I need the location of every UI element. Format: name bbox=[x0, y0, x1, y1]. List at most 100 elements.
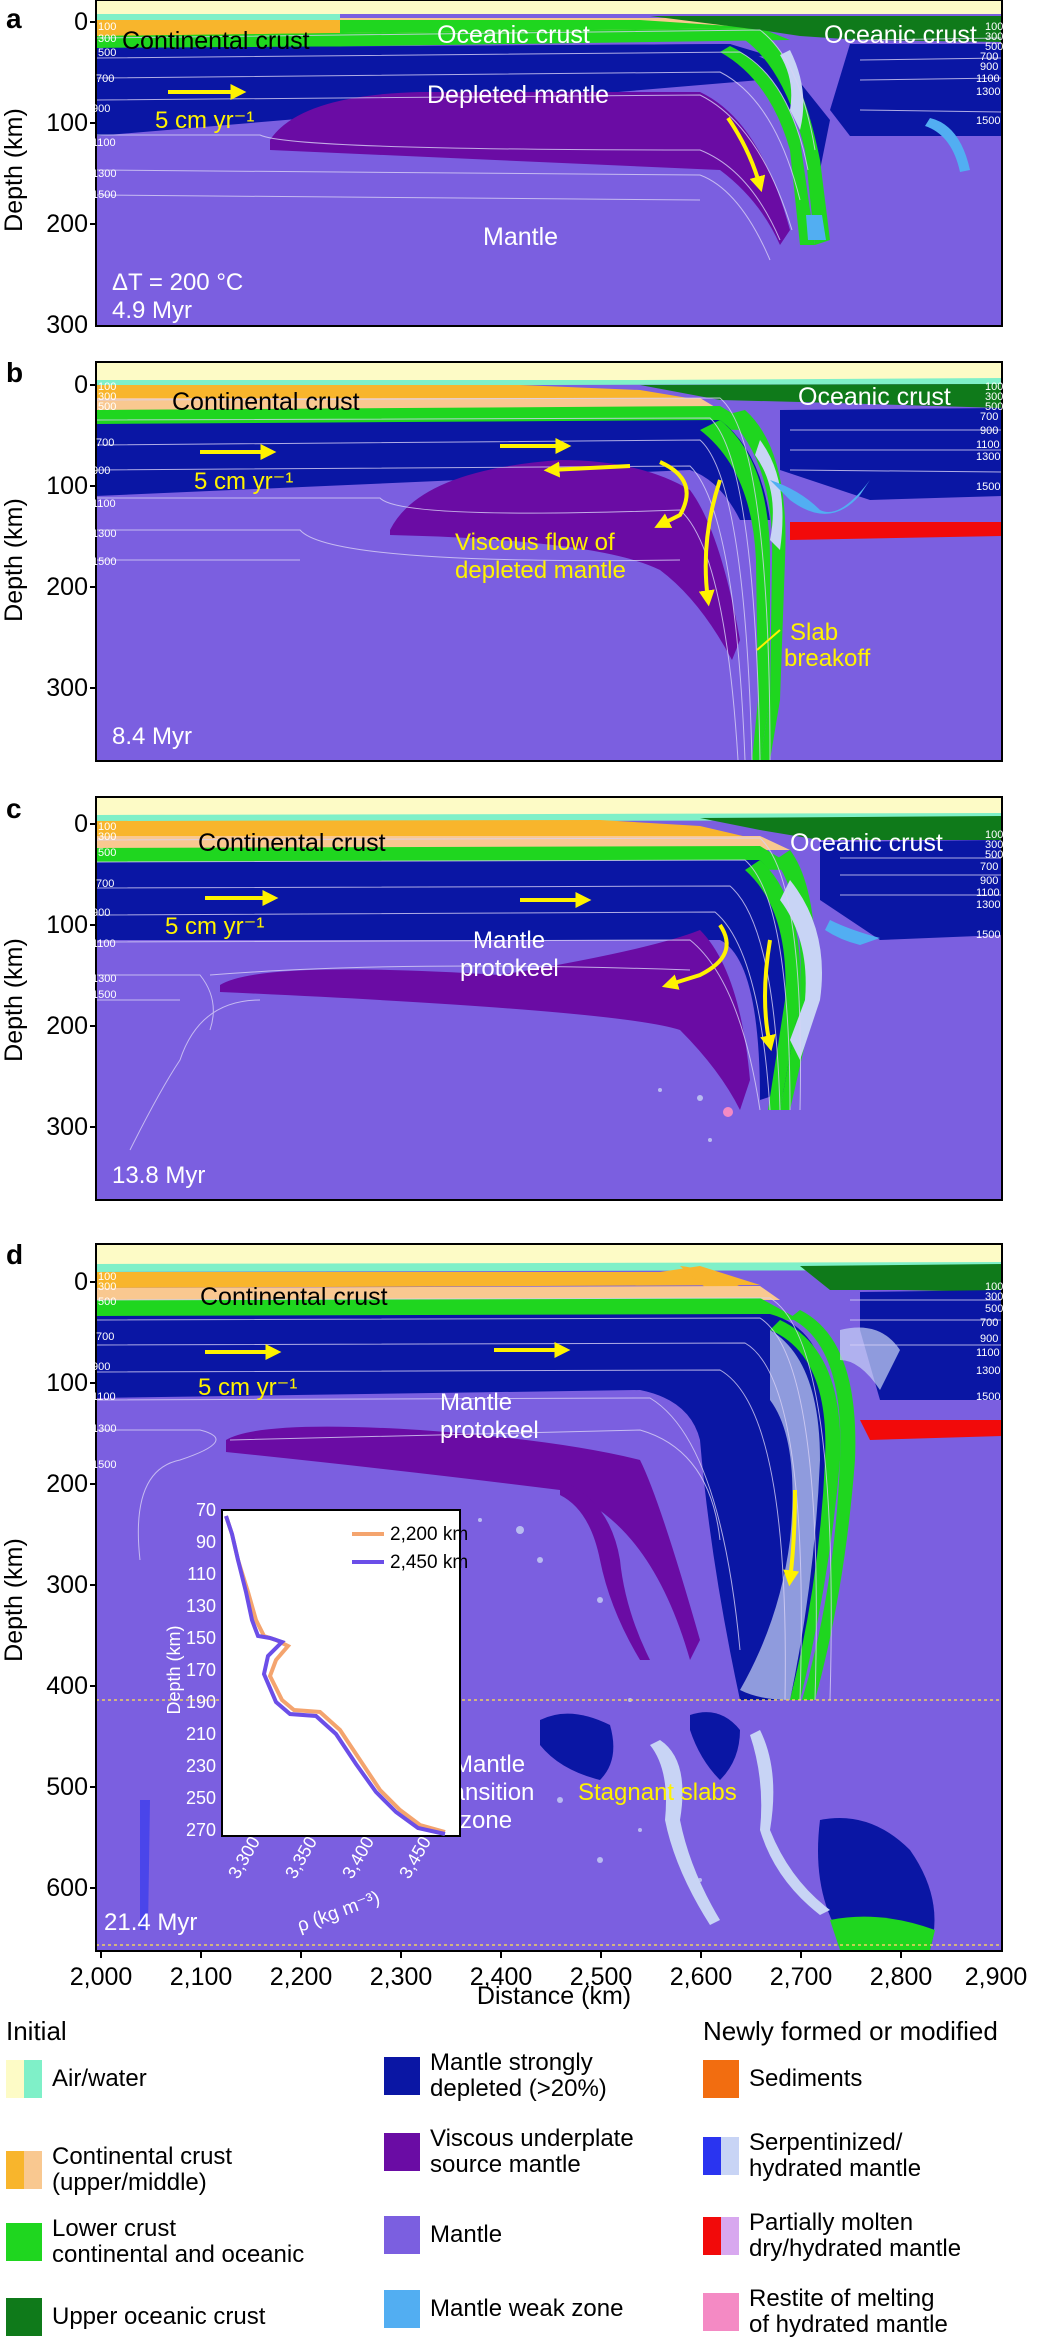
svg-text:500: 500 bbox=[985, 849, 1003, 861]
svg-text:700: 700 bbox=[980, 861, 998, 873]
legend-item-air-water: Air/water bbox=[6, 2060, 147, 2098]
svg-text:1500: 1500 bbox=[976, 115, 1000, 127]
svg-text:100: 100 bbox=[985, 829, 1003, 841]
svg-text:2,200: 2,200 bbox=[270, 1963, 333, 1991]
label-transition-zone: Mantle bbox=[453, 1751, 525, 1778]
svg-text:1500: 1500 bbox=[976, 929, 1000, 941]
inset-legend-label: 2,200 km bbox=[390, 1524, 468, 1545]
svg-text:500: 500 bbox=[985, 41, 1003, 53]
svg-text:1100: 1100 bbox=[976, 887, 1000, 899]
legend-item-continental-crust: Continental crust (upper/middle) bbox=[6, 2144, 232, 2196]
svg-text:300: 300 bbox=[985, 839, 1003, 851]
svg-text:100: 100 bbox=[985, 21, 1003, 33]
svg-text:210: 210 bbox=[186, 1724, 216, 1744]
svg-text:900: 900 bbox=[92, 465, 110, 477]
legend-item-viscous-underplate: Viscous underplate source mantle bbox=[384, 2126, 634, 2178]
legend: Initial Newly formed or modified Air/wat… bbox=[0, 2010, 1039, 2350]
svg-text:2,300: 2,300 bbox=[370, 1963, 433, 1991]
label-velocity: 5 cm yr⁻¹ bbox=[198, 1374, 297, 1401]
svg-text:700: 700 bbox=[980, 411, 998, 423]
svg-text:170: 170 bbox=[186, 1660, 216, 1680]
density-profile-2450 bbox=[224, 1515, 446, 1836]
legend-item-restite: Restite of melting of hydrated mantle bbox=[703, 2286, 948, 2338]
svg-text:110: 110 bbox=[187, 1564, 216, 1584]
svg-text:1100: 1100 bbox=[92, 1391, 116, 1403]
label-protokeel: Mantle bbox=[473, 927, 545, 954]
panel-a: 100 300 500 700 900 1100 1300 1500 100 3… bbox=[0, 0, 1003, 339]
partially-molten-mantle bbox=[790, 522, 1002, 540]
svg-text:700: 700 bbox=[980, 1317, 998, 1329]
svg-text:2,100: 2,100 bbox=[170, 1963, 233, 1991]
inset-legend-label: 2,450 km bbox=[390, 1552, 468, 1573]
flow-arrow bbox=[726, 116, 766, 193]
legend-item-serpentinized: Serpentinized/hydrated mantle bbox=[703, 2130, 921, 2182]
label-depleted-mantle: Depleted mantle bbox=[427, 81, 609, 109]
y-axis-label: Depth (km) bbox=[0, 1538, 28, 1662]
svg-text:1300: 1300 bbox=[92, 1423, 116, 1435]
y-axis-label: Depth (km) bbox=[0, 938, 28, 1062]
svg-text:90: 90 bbox=[196, 1532, 216, 1552]
time-label: 8.4 Myr bbox=[112, 723, 192, 750]
svg-text:900: 900 bbox=[980, 425, 998, 437]
svg-text:300: 300 bbox=[98, 33, 116, 45]
figure: 100 300 500 700 900 1100 1300 1500 100 3… bbox=[0, 0, 1028, 2010]
svg-text:300: 300 bbox=[46, 1571, 88, 1599]
label-continental-crust: Continental crust bbox=[198, 829, 386, 857]
svg-text:300: 300 bbox=[46, 311, 88, 339]
stagnant-slab bbox=[540, 1713, 614, 1780]
svg-text:700: 700 bbox=[96, 878, 114, 890]
svg-text:0: 0 bbox=[74, 1268, 88, 1296]
inset-y-ticks: 70 90 110 130 150 170 190 210 230 250 27… bbox=[186, 1500, 216, 1840]
label-continental-crust: Continental crust bbox=[200, 1283, 388, 1311]
svg-text:1500: 1500 bbox=[92, 189, 116, 201]
svg-text:2,800: 2,800 bbox=[870, 1963, 933, 1991]
svg-text:1500: 1500 bbox=[92, 556, 116, 568]
partially-molten-mantle bbox=[860, 1420, 1002, 1440]
svg-text:100: 100 bbox=[46, 472, 88, 500]
label-viscous-flow: Viscous flow of bbox=[455, 529, 615, 556]
svg-text:2,500: 2,500 bbox=[570, 1963, 633, 1991]
x-axis-ticks: 2,000 2,100 2,200 2,300 2,400 2,500 2,60… bbox=[70, 1963, 1028, 1991]
svg-text:270: 270 bbox=[186, 1820, 216, 1840]
svg-text:2,600: 2,600 bbox=[670, 1963, 733, 1991]
svg-text:500: 500 bbox=[46, 1773, 88, 1801]
y-axis-label: Depth (km) bbox=[0, 498, 28, 622]
panel-b: 100 300 500 700 900 1100 1300 1500 100 3… bbox=[0, 357, 1003, 762]
svg-text:2,700: 2,700 bbox=[770, 1963, 833, 1991]
svg-text:1100: 1100 bbox=[92, 137, 116, 149]
svg-text:500: 500 bbox=[985, 401, 1003, 413]
svg-text:200: 200 bbox=[46, 210, 88, 238]
legend-item-upper-oceanic-crust: Upper oceanic crust bbox=[6, 2298, 265, 2336]
legend-item-partially-molten: Partially molten dry/hydrated mantle bbox=[703, 2210, 961, 2262]
svg-text:300: 300 bbox=[46, 1113, 88, 1141]
svg-text:200: 200 bbox=[46, 1470, 88, 1498]
panel-letter: c bbox=[6, 793, 22, 824]
lower-crust bbox=[96, 28, 790, 50]
inset-ylabel: Depth (km) bbox=[164, 1625, 184, 1714]
legend-item-mantle: Mantle bbox=[384, 2216, 502, 2254]
svg-text:400: 400 bbox=[46, 1672, 88, 1700]
label-oceanic-crust: Oceanic crust bbox=[790, 829, 943, 857]
label-slab-breakoff: breakoff bbox=[784, 645, 871, 672]
isotherm-labels-right: 100 300 500 700 900 1100 1300 1500 bbox=[976, 21, 1003, 127]
label-stagnant-slabs: Stagnant slabs bbox=[578, 1779, 737, 1806]
svg-text:100: 100 bbox=[98, 381, 116, 393]
svg-text:2,400: 2,400 bbox=[470, 1963, 533, 1991]
panel-letter: b bbox=[6, 357, 23, 388]
svg-text:500: 500 bbox=[98, 47, 116, 59]
depleted-mantle bbox=[96, 44, 830, 170]
svg-text:150: 150 bbox=[186, 1628, 216, 1648]
svg-text:500: 500 bbox=[98, 401, 116, 413]
svg-text:1300: 1300 bbox=[92, 168, 116, 180]
label-slab-breakoff: Slab bbox=[790, 619, 838, 646]
y-axis-label: Depth (km) bbox=[0, 108, 28, 232]
svg-text:700: 700 bbox=[96, 1331, 114, 1343]
svg-text:900: 900 bbox=[92, 103, 110, 115]
svg-text:100: 100 bbox=[985, 1281, 1003, 1293]
svg-text:2,900: 2,900 bbox=[965, 1963, 1028, 1991]
time-label: 4.9 Myr bbox=[112, 297, 192, 324]
time-label: 21.4 Myr bbox=[104, 1909, 197, 1936]
svg-text:2,000: 2,000 bbox=[70, 1963, 133, 1991]
svg-text:300: 300 bbox=[98, 831, 116, 843]
legend-item-sediments: Sediments bbox=[703, 2060, 862, 2098]
